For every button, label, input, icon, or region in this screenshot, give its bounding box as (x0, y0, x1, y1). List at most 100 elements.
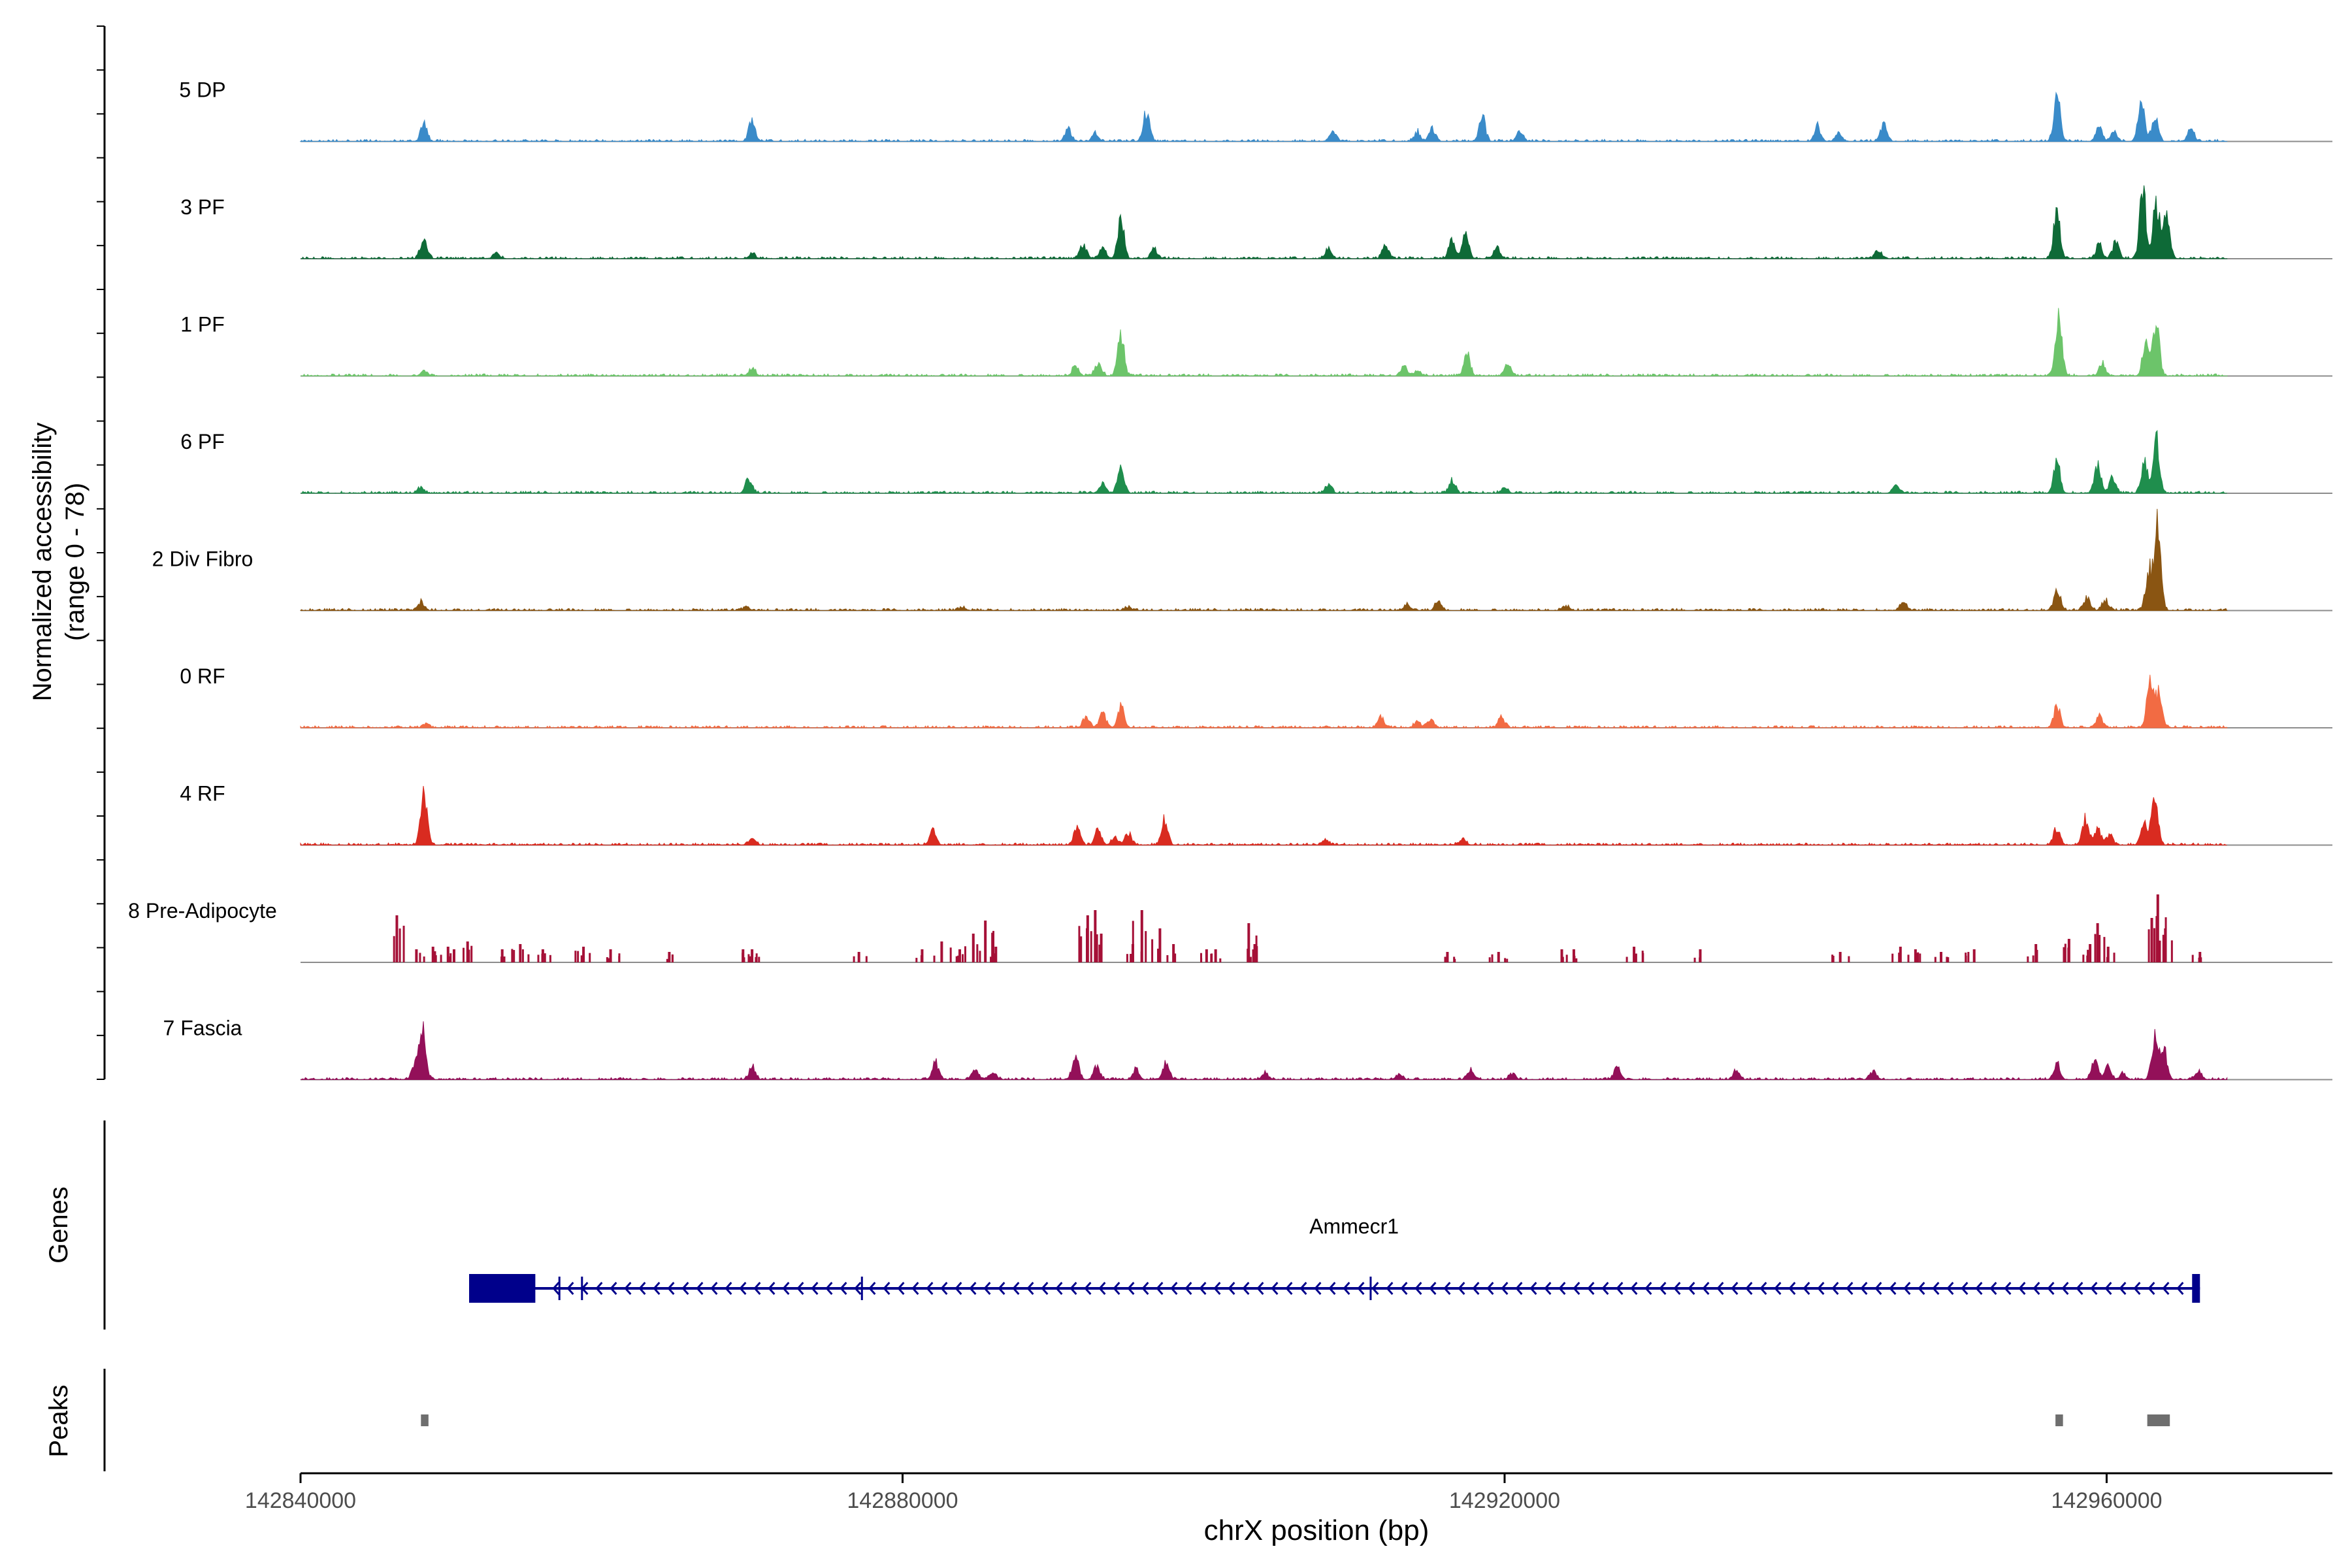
spike-mark (503, 956, 506, 962)
strand-arrow (868, 1282, 876, 1295)
spike-mark (527, 954, 530, 962)
spike-mark (1096, 934, 1098, 962)
spike-mark (751, 949, 754, 962)
spike-mark (1940, 952, 1943, 962)
genes-axis-label: Genes (44, 1186, 73, 1264)
spike-mark (393, 936, 395, 962)
strand-arrow (1127, 1282, 1135, 1295)
spike-mark (589, 953, 591, 962)
spike-mark (2198, 957, 2200, 962)
spike-mark (865, 956, 868, 962)
spike-mark (1214, 949, 1217, 962)
spike-mark (979, 951, 981, 962)
spike-mark (2164, 942, 2166, 962)
strand-arrow (1443, 1282, 1451, 1295)
spike-mark (1158, 928, 1162, 962)
coverage-area (300, 1021, 2228, 1081)
strand-arrow (2176, 1282, 2184, 1295)
spike-mark (2036, 949, 2038, 962)
spike-mark (608, 958, 610, 962)
spike-mark (466, 941, 469, 962)
spike-mark (2096, 923, 2099, 962)
spike-mark (958, 949, 962, 962)
spike-mark (758, 956, 760, 962)
spike-mark (1972, 949, 1976, 962)
peak-region (2055, 1414, 2063, 1426)
spike-mark (1967, 952, 1970, 962)
strand-arrow (1659, 1282, 1667, 1295)
spike-mark (1965, 953, 1967, 962)
track-label: 3 PF (180, 195, 225, 219)
strand-arrow (1501, 1282, 1509, 1295)
spike-mark (1831, 955, 1834, 962)
strand-arrow (1803, 1282, 1810, 1295)
spike-mark (990, 956, 992, 962)
spike-mark (419, 953, 421, 962)
strand-arrow (1989, 1282, 1997, 1295)
strand-arrow (2004, 1282, 2012, 1295)
strand-arrow (940, 1282, 948, 1295)
strand-arrow (969, 1282, 977, 1295)
strand-arrow (595, 1282, 603, 1295)
spike-mark (991, 934, 994, 962)
strand-arrow (1587, 1282, 1595, 1295)
strand-arrow (1328, 1282, 1336, 1295)
spike-mark (582, 947, 585, 962)
strand-arrow (1357, 1282, 1365, 1295)
spike-mark (2082, 955, 2085, 962)
strand-arrow (1242, 1282, 1250, 1295)
strand-arrow (1371, 1282, 1379, 1295)
strand-arrow (739, 1282, 747, 1295)
strand-arrow (581, 1282, 589, 1295)
spike-mark (541, 953, 544, 962)
strand-arrow (2018, 1282, 2026, 1295)
track-label: 4 RF (180, 782, 225, 806)
spike-mark (395, 943, 398, 962)
spike-mark (440, 955, 442, 962)
spike-mark (1205, 949, 1208, 962)
strand-arrow (1429, 1282, 1437, 1295)
strand-arrow (1874, 1282, 1882, 1295)
spike-mark (511, 949, 514, 962)
spike-mark (462, 947, 465, 962)
spike-mark (1947, 957, 1950, 962)
spike-mark (915, 958, 918, 962)
spike-mark (1454, 958, 1456, 962)
coverage-area (299, 91, 2228, 142)
strand-arrow (1343, 1282, 1350, 1295)
spike-mark (1506, 958, 1509, 962)
spike-mark (468, 949, 470, 962)
y-axis-label-line1: Normalized accessibility (28, 423, 57, 702)
coverage-area (300, 674, 2228, 728)
strand-arrow (911, 1282, 919, 1295)
strand-arrow (1299, 1282, 1307, 1295)
spike-mark (2087, 949, 2089, 962)
track-6-pf: 6 PF (180, 430, 2332, 494)
spike-mark (537, 955, 540, 962)
strand-arrow (2090, 1282, 2098, 1295)
track-label: 6 PF (180, 430, 225, 453)
spike-mark (1973, 957, 1976, 962)
spike-mark (549, 955, 551, 962)
spike-mark (2153, 928, 2155, 962)
track-label: 8 Pre-Adipocyte (128, 899, 277, 923)
peaks-axis-label: Peaks (44, 1384, 73, 1457)
strand-arrow (566, 1282, 574, 1295)
strand-arrow (1012, 1282, 1020, 1295)
strand-arrow (1831, 1282, 1839, 1295)
spike-mark (955, 956, 958, 962)
spike-mark (395, 915, 399, 962)
strand-arrow (1472, 1282, 1480, 1295)
spike-mark (1907, 955, 1910, 962)
strand-arrow (883, 1282, 890, 1295)
spike-mark (2198, 952, 2202, 962)
x-axis-label: chrX position (bp) (1204, 1514, 1429, 1546)
strand-arrow (1573, 1282, 1580, 1295)
strand-arrow (624, 1282, 632, 1295)
strand-arrow (768, 1282, 776, 1295)
strand-arrow (2076, 1282, 2083, 1295)
spike-mark (962, 954, 964, 962)
spike-mark (1446, 952, 1449, 962)
spike-mark (976, 944, 979, 962)
strand-arrow (955, 1282, 962, 1295)
